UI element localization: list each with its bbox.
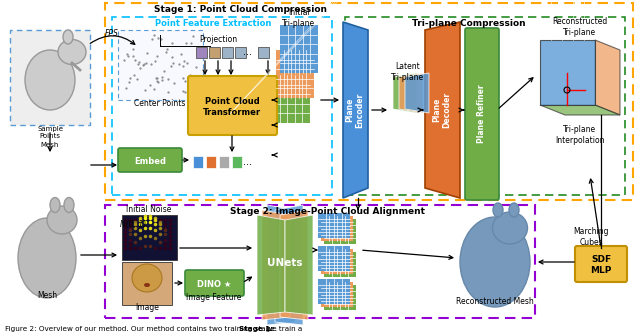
Text: N(0, 1): N(0, 1): [120, 220, 146, 229]
Text: Tri-plane
Interpolation: Tri-plane Interpolation: [556, 125, 605, 145]
Text: Plane
Decoder: Plane Decoder: [432, 92, 452, 128]
Text: Marching
Cubes: Marching Cubes: [573, 227, 609, 247]
Ellipse shape: [50, 197, 60, 212]
Polygon shape: [257, 215, 285, 315]
Polygon shape: [425, 22, 460, 198]
FancyBboxPatch shape: [235, 47, 246, 58]
Bar: [324, 219, 356, 244]
Polygon shape: [399, 73, 423, 113]
Polygon shape: [405, 73, 429, 113]
Ellipse shape: [47, 206, 77, 234]
Text: Mesh: Mesh: [37, 291, 57, 300]
FancyBboxPatch shape: [118, 148, 182, 172]
Text: Embed: Embed: [134, 157, 166, 166]
Bar: [324, 252, 356, 277]
Text: Reconstructed
Tri-plane: Reconstructed Tri-plane: [552, 17, 607, 37]
Text: UNets: UNets: [268, 258, 303, 268]
Ellipse shape: [58, 39, 86, 64]
Text: ...: ...: [243, 47, 253, 57]
FancyBboxPatch shape: [232, 156, 242, 168]
FancyBboxPatch shape: [465, 28, 499, 200]
Text: FPS: FPS: [105, 29, 119, 38]
Text: Plane
Encoder: Plane Encoder: [346, 93, 365, 128]
Text: Center Points: Center Points: [134, 99, 186, 108]
Polygon shape: [275, 205, 303, 325]
Text: we train a: we train a: [264, 326, 302, 332]
Bar: [105, 3, 633, 200]
Text: Mesh: Mesh: [41, 142, 59, 148]
Text: Reconstructed Mesh: Reconstructed Mesh: [456, 298, 534, 307]
FancyBboxPatch shape: [258, 47, 269, 58]
Polygon shape: [393, 73, 417, 113]
Ellipse shape: [64, 197, 74, 212]
FancyBboxPatch shape: [206, 156, 216, 168]
Text: SDF
MLP: SDF MLP: [590, 255, 612, 275]
Ellipse shape: [493, 203, 503, 217]
Text: Sample
Points: Sample Points: [37, 126, 63, 139]
Polygon shape: [540, 105, 620, 115]
Ellipse shape: [509, 203, 519, 217]
FancyBboxPatch shape: [185, 270, 244, 296]
Polygon shape: [262, 210, 290, 320]
Bar: [272, 75, 310, 123]
Bar: [345, 17, 625, 195]
FancyBboxPatch shape: [196, 47, 207, 58]
Bar: [318, 213, 350, 238]
Bar: [324, 285, 356, 310]
FancyBboxPatch shape: [188, 76, 277, 135]
Text: Tri-plane Compression: Tri-plane Compression: [412, 18, 525, 27]
Text: Latent
Tri-plane: Latent Tri-plane: [392, 62, 424, 82]
Ellipse shape: [18, 218, 76, 298]
Polygon shape: [285, 215, 313, 315]
Ellipse shape: [493, 212, 527, 244]
Bar: [118, 30, 203, 100]
Polygon shape: [280, 210, 308, 320]
Polygon shape: [540, 40, 595, 105]
Bar: [276, 50, 314, 98]
FancyBboxPatch shape: [222, 47, 233, 58]
Ellipse shape: [460, 217, 530, 307]
Text: Point Feature Extraction: Point Feature Extraction: [155, 18, 271, 27]
Bar: [10, 30, 90, 125]
Bar: [318, 246, 350, 271]
Polygon shape: [595, 40, 620, 115]
Ellipse shape: [63, 30, 73, 44]
Text: Stage 2: Image-Point Cloud Alignment: Stage 2: Image-Point Cloud Alignment: [230, 206, 425, 215]
Bar: [105, 205, 535, 318]
FancyBboxPatch shape: [575, 246, 627, 282]
Text: ...: ...: [243, 157, 253, 167]
Ellipse shape: [25, 50, 75, 110]
Text: Initial
Tri-plane: Initial Tri-plane: [282, 8, 316, 28]
Text: Image: Image: [135, 303, 159, 312]
Text: Figure 2: Overview of our method. Our method contains two training stage.: Figure 2: Overview of our method. Our me…: [5, 326, 282, 332]
FancyBboxPatch shape: [219, 156, 229, 168]
Text: Stage 1: Point Cloud Compression: Stage 1: Point Cloud Compression: [154, 4, 326, 13]
Bar: [112, 17, 332, 195]
Bar: [321, 249, 353, 274]
Polygon shape: [343, 22, 368, 198]
Ellipse shape: [144, 283, 150, 287]
Text: Stage 1:: Stage 1:: [239, 326, 273, 332]
Ellipse shape: [132, 264, 162, 292]
Text: Projection: Projection: [199, 35, 237, 44]
Bar: [122, 215, 177, 260]
Bar: [321, 216, 353, 241]
Bar: [318, 279, 350, 304]
Text: Point Cloud
Transformer: Point Cloud Transformer: [203, 97, 261, 117]
Text: DINO ★: DINO ★: [197, 280, 231, 289]
Bar: [321, 282, 353, 307]
Bar: [280, 25, 318, 73]
Bar: [122, 262, 172, 305]
FancyBboxPatch shape: [209, 47, 220, 58]
Text: Initial Noise: Initial Noise: [126, 205, 172, 214]
Text: Plane Refiner: Plane Refiner: [477, 85, 486, 143]
Text: Image Feature: Image Feature: [186, 294, 242, 303]
Polygon shape: [267, 205, 295, 325]
FancyBboxPatch shape: [193, 156, 203, 168]
